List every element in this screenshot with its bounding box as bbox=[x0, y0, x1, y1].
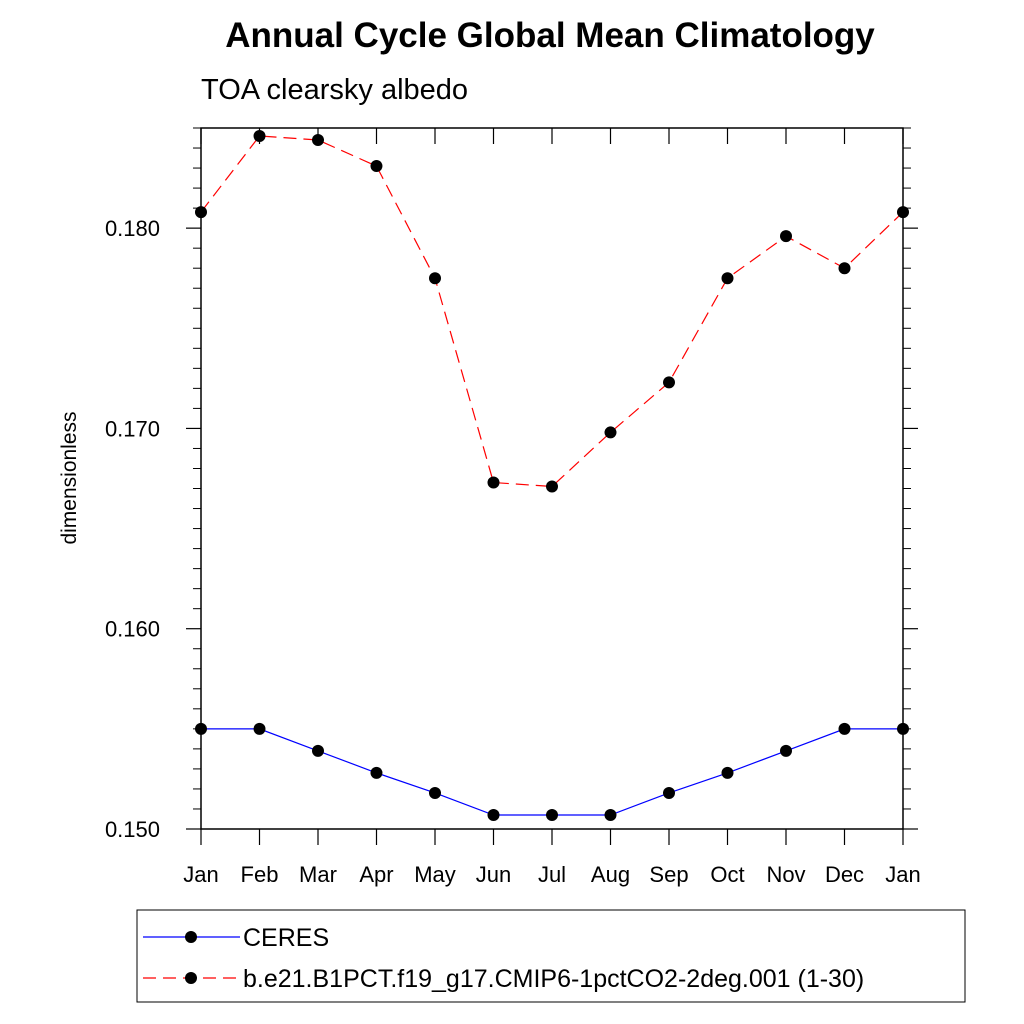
minor-ticks bbox=[193, 127, 911, 810]
x-tick-label: Jul bbox=[538, 862, 566, 887]
x-tick-label: Jun bbox=[476, 862, 511, 887]
data-point bbox=[604, 808, 617, 821]
data-point bbox=[780, 744, 792, 757]
x-tick-label: Jan bbox=[885, 862, 920, 887]
y-tick-label: 0.150 bbox=[105, 817, 160, 842]
plot-frame bbox=[200, 127, 904, 830]
data-point bbox=[663, 376, 675, 389]
legend-label: CERES bbox=[243, 924, 329, 952]
series-line bbox=[200, 135, 904, 488]
data-point bbox=[195, 722, 207, 735]
data-point bbox=[429, 272, 441, 285]
chart-subtitle: TOA clearsky albedo bbox=[201, 74, 468, 106]
data-point bbox=[838, 722, 851, 735]
x-tick-label: Feb bbox=[241, 862, 279, 887]
data-point bbox=[370, 160, 383, 173]
data-point bbox=[546, 480, 558, 493]
data-point bbox=[312, 134, 324, 147]
series-group bbox=[195, 130, 909, 821]
x-tick-label: Jan bbox=[183, 862, 218, 887]
data-point bbox=[721, 272, 734, 285]
legend-items: CERES b.e21.B1PCT.f19_g17.CMIP6-1pctCO2-2… bbox=[143, 924, 864, 993]
data-point bbox=[195, 206, 207, 219]
data-point bbox=[487, 476, 500, 489]
x-tick-label: Nov bbox=[766, 862, 805, 887]
x-tick-label: Mar bbox=[299, 862, 337, 887]
chart-title: Annual Cycle Global Mean Climatology bbox=[225, 16, 875, 55]
data-point bbox=[546, 808, 558, 821]
data-point bbox=[253, 722, 266, 735]
x-tick-label: Dec bbox=[825, 862, 864, 887]
data-point bbox=[604, 426, 617, 439]
data-point bbox=[897, 722, 909, 735]
data-point bbox=[312, 744, 324, 757]
data-point bbox=[253, 130, 266, 143]
data-point bbox=[370, 766, 383, 779]
x-tick-label: Aug bbox=[591, 862, 630, 887]
x-tick-label: Apr bbox=[359, 862, 393, 887]
y-axis-label: dimensionless bbox=[58, 411, 81, 544]
data-point bbox=[487, 808, 500, 821]
x-tick-label: Sep bbox=[649, 862, 688, 887]
legend-label: b.e21.B1PCT.f19_g17.CMIP6-1pctCO2-2deg.0… bbox=[243, 965, 864, 993]
y-axis-ticks: 0.150 0.160 0.170 0.180 bbox=[105, 216, 918, 842]
data-point bbox=[663, 786, 675, 799]
y-tick-label: 0.170 bbox=[105, 416, 160, 441]
data-point bbox=[897, 206, 909, 219]
x-tick-label: May bbox=[414, 862, 456, 887]
x-axis-ticks: Jan Feb Mar Apr May Jun Jul Aug Sep Oct Nov Dec Jan bbox=[183, 128, 921, 887]
data-point bbox=[429, 786, 441, 799]
x-tick-label: Oct bbox=[710, 862, 744, 887]
y-tick-label: 0.160 bbox=[105, 617, 160, 642]
data-point bbox=[721, 766, 734, 779]
data-point bbox=[838, 262, 851, 275]
data-point bbox=[780, 230, 792, 243]
series-line bbox=[201, 728, 903, 816]
legend bbox=[136, 909, 966, 1003]
legend-marker bbox=[185, 931, 197, 943]
legend-marker bbox=[185, 972, 197, 984]
y-tick-label: 0.180 bbox=[105, 216, 160, 241]
